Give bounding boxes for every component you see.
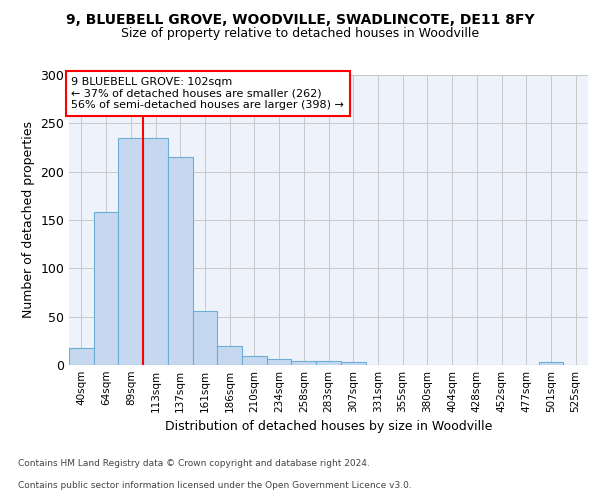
Bar [267, 359, 292, 365]
Bar [143, 138, 168, 365]
Bar [341, 362, 365, 365]
Bar [69, 348, 94, 365]
Bar [217, 346, 242, 365]
Y-axis label: Number of detached properties: Number of detached properties [22, 122, 35, 318]
Text: 9, BLUEBELL GROVE, WOODVILLE, SWADLINCOTE, DE11 8FY: 9, BLUEBELL GROVE, WOODVILLE, SWADLINCOT… [65, 12, 535, 26]
Bar [94, 212, 118, 365]
Bar [292, 361, 316, 365]
Bar [539, 362, 563, 365]
Bar [118, 138, 143, 365]
Text: Contains HM Land Registry data © Crown copyright and database right 2024.: Contains HM Land Registry data © Crown c… [18, 458, 370, 468]
Text: Size of property relative to detached houses in Woodville: Size of property relative to detached ho… [121, 28, 479, 40]
Text: Contains public sector information licensed under the Open Government Licence v3: Contains public sector information licen… [18, 481, 412, 490]
Bar [242, 356, 267, 365]
Bar [193, 311, 217, 365]
Text: 9 BLUEBELL GROVE: 102sqm
← 37% of detached houses are smaller (262)
56% of semi-: 9 BLUEBELL GROVE: 102sqm ← 37% of detach… [71, 77, 344, 110]
Bar [168, 157, 193, 365]
Bar [316, 361, 341, 365]
X-axis label: Distribution of detached houses by size in Woodville: Distribution of detached houses by size … [165, 420, 492, 434]
